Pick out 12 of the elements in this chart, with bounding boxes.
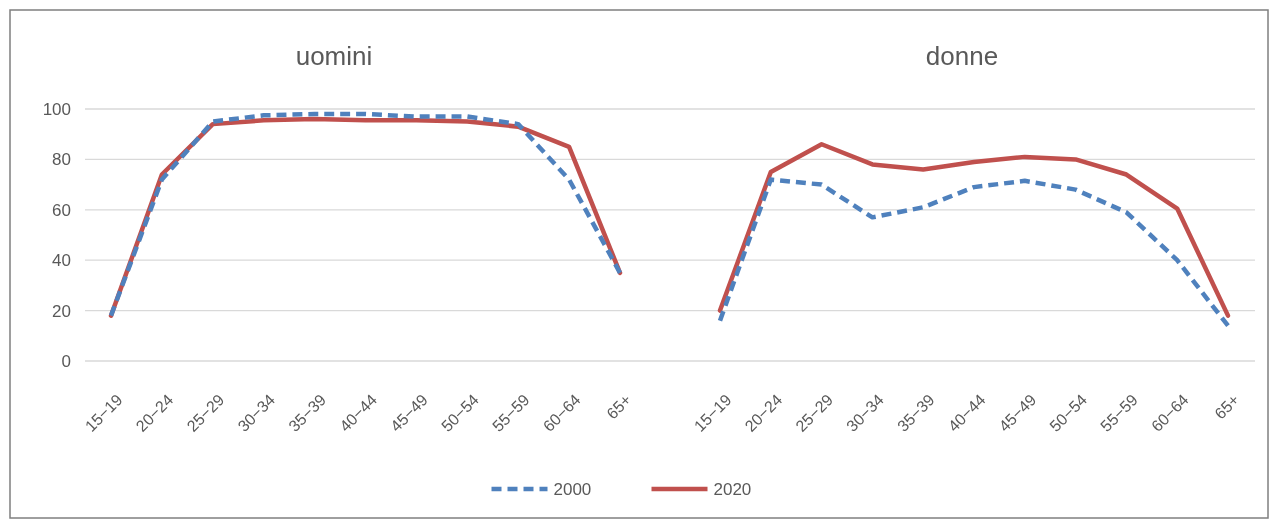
y-tick-label: 80 (52, 150, 71, 170)
y-tick-label: 20 (52, 301, 71, 321)
y-tick-label: 100 (42, 99, 71, 119)
chart-title: donne (925, 41, 999, 71)
y-tick-label: 0 (61, 351, 71, 371)
x-tick-label: 65+ (1211, 391, 1243, 423)
x-tick-label: 65+ (603, 391, 635, 423)
legend-label: 2000 (553, 479, 592, 499)
legend-label: 2020 (713, 479, 752, 499)
y-tick-label: 40 (52, 251, 71, 271)
y-tick-label: 60 (52, 200, 71, 220)
chart-title: uomini (295, 41, 373, 71)
